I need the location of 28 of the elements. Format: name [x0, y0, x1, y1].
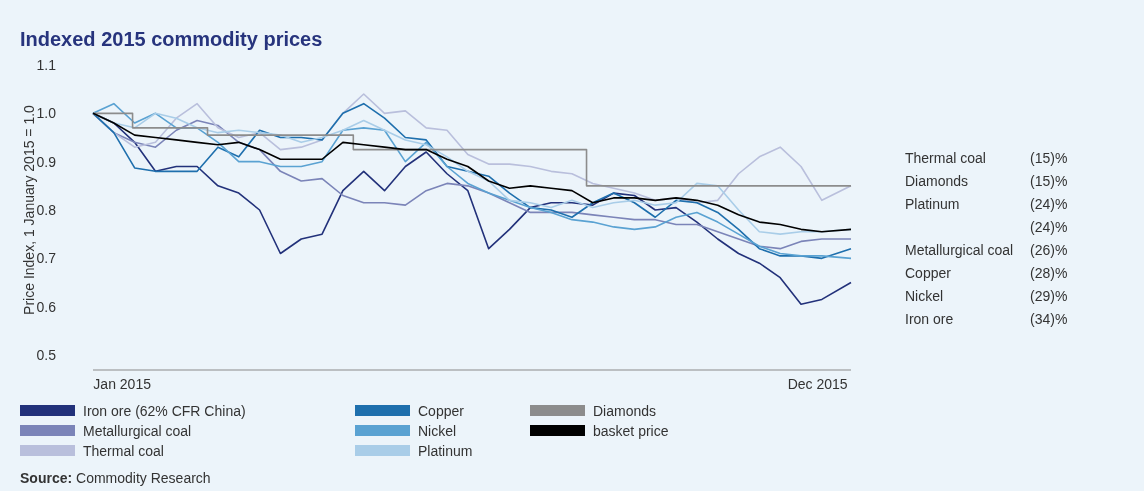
source-note: Source: Commodity Research	[20, 470, 211, 486]
y-tick-label: 1.1	[36, 57, 57, 73]
legend-label: Diamonds	[593, 403, 657, 419]
y-tick-label: 0.8	[36, 202, 57, 218]
text: Iron ore (34)%	[905, 311, 1068, 327]
text: Diamonds (15)%	[905, 173, 1068, 189]
chart-title: Indexed 2015 commodity prices	[20, 28, 323, 50]
text: Metallurgical coal (26)%	[905, 242, 1068, 258]
text: (24)%	[1030, 219, 1068, 235]
text: Nickel (29)%	[905, 288, 1068, 304]
x-tick-label: Jan 2015	[93, 376, 152, 392]
y-tick-label: 0.5	[36, 347, 57, 363]
legend-label: Thermal coal	[83, 443, 164, 459]
legend-label: basket price	[593, 423, 669, 439]
legend-label: Platinum	[418, 443, 473, 459]
text: Platinum (24)%	[905, 196, 1068, 212]
text: Thermal coal (15)%	[905, 150, 1068, 166]
legend-label: Copper	[418, 403, 465, 419]
legend-label: Iron ore (62% CFR China)	[83, 403, 246, 419]
y-axis-title: Price Index, 1 January 2015 = 1.0	[21, 104, 37, 315]
text: Copper (28)%	[905, 265, 1068, 281]
y-tick-label: 0.9	[36, 153, 57, 170]
y-tick-label: 0.6	[36, 298, 57, 315]
y-tick-label: 1.0	[36, 105, 57, 122]
x-tick-label: Dec 2015	[787, 376, 848, 392]
legend-label: Nickel	[418, 423, 457, 439]
legend-label: Metallurgical coal	[83, 423, 192, 439]
y-tick-label: 0.7	[36, 250, 57, 267]
